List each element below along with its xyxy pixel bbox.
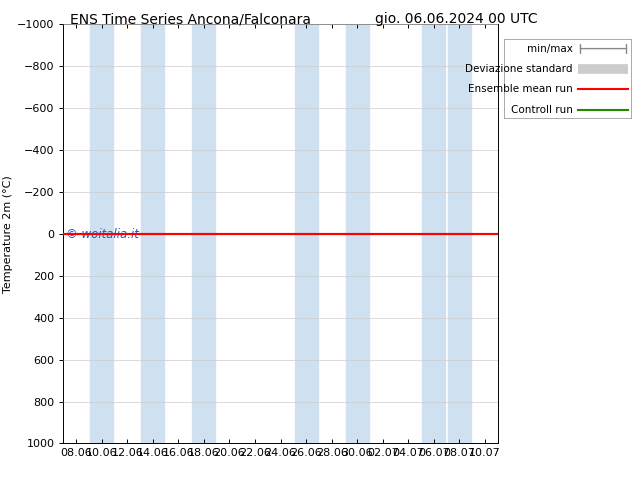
Bar [295,24,318,443]
Bar [192,24,216,443]
Text: © woitalia.it: © woitalia.it [65,228,138,241]
Text: Controll run: Controll run [510,105,573,115]
Text: ENS Time Series Ancona/Falconara: ENS Time Series Ancona/Falconara [70,12,311,26]
Text: gio. 06.06.2024 00 UTC: gio. 06.06.2024 00 UTC [375,12,538,26]
Bar [346,24,369,443]
Y-axis label: Temperature 2m (°C): Temperature 2m (°C) [3,175,13,293]
Text: min/max: min/max [527,44,573,53]
Bar [448,24,471,443]
Bar [422,24,445,443]
Bar [141,24,164,443]
Text: Deviazione standard: Deviazione standard [465,64,573,74]
Text: Ensemble mean run: Ensemble mean run [468,84,573,95]
Bar [90,24,113,443]
